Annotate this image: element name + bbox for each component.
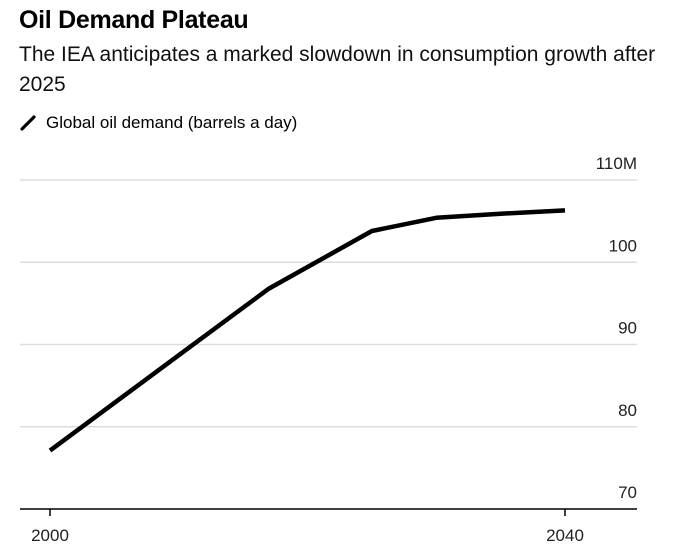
legend-line-icon [20,115,36,131]
y-tick-label: 70 [618,483,637,502]
chart-subtitle: The IEA anticipates a marked slowdown in… [19,43,656,96]
chart-title: Oil Demand Plateau [19,6,249,34]
y-tick-label: 90 [618,319,637,338]
legend-label: Global oil demand (barrels a day) [46,113,298,132]
y-tick-label: 80 [618,401,637,420]
x-tick-label: 2000 [31,526,69,545]
legend: Global oil demand (barrels a day) [19,113,297,133]
series-line [48,208,566,453]
x-tick-label: 2040 [546,526,584,545]
y-tick-label: 100 [609,236,637,255]
y-tick-label: 110M [596,154,637,173]
